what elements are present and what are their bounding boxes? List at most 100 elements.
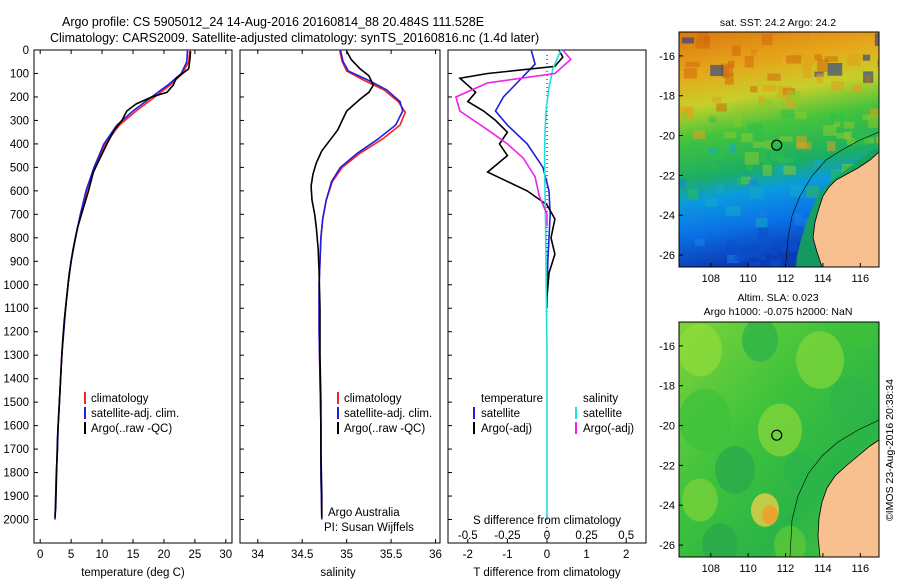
sst-texture-cell — [729, 143, 736, 153]
sst-texture-cell — [877, 58, 879, 67]
sst-texture-cell — [710, 64, 724, 77]
difference-x-axes: -2 -1 0 1 2 -0.5 -0.25 0 0.25 0.5 — [458, 530, 634, 561]
sst-texture-cell — [724, 132, 737, 139]
sst-texture-cell — [877, 132, 879, 145]
sst-texture-cell — [681, 112, 688, 125]
difference-t-tick-label: -2 — [463, 549, 473, 561]
sst-texture-cell — [786, 55, 802, 64]
difference-t-tick-label: -1 — [502, 549, 512, 561]
sla-map-lat-label: -24 — [659, 500, 675, 512]
sst-texture-cell — [762, 165, 772, 176]
depth-tick-label: 400 — [10, 139, 29, 151]
sst-texture-cell — [831, 81, 845, 91]
sst-texture-cell — [786, 97, 795, 109]
temperature-tick-label: 0 — [37, 549, 43, 561]
sst-texture-cell — [794, 213, 803, 226]
sst-texture-cell — [787, 90, 800, 100]
sst-texture-cell — [749, 186, 764, 199]
sst-texture-cell — [802, 55, 814, 66]
difference-panel: -2 -1 0 1 2 -0.5 -0.25 0 0.25 0.5 S difference fr… — [447, 49, 647, 579]
sst-texture-cell — [817, 59, 829, 73]
sst-texture-cell — [710, 163, 719, 170]
difference-t-tick-label: 1 — [583, 549, 589, 561]
sst-texture-cell — [862, 54, 871, 61]
sst-texture-cell — [778, 157, 794, 163]
argo-position-marker — [771, 139, 783, 151]
sst-texture-cell — [752, 141, 766, 148]
temperature-tick-label: 10 — [96, 549, 109, 561]
sst-texture-cell — [765, 140, 773, 150]
sst-texture-cell — [716, 103, 727, 112]
sst-texture-cell — [750, 86, 758, 93]
salinity-difference-xlabel: S difference from climatology — [473, 515, 621, 527]
sst-texture-cell — [737, 255, 745, 263]
difference-legend: temperature salinity satellite Argo(-adj… — [473, 393, 634, 435]
sst-texture-cell — [755, 217, 768, 228]
sst-map-lon-label: 110 — [739, 273, 757, 285]
sst-texture-cell — [876, 144, 879, 151]
sst-texture-cell — [843, 131, 853, 140]
sst-texture-cell — [827, 141, 836, 152]
depth-tick-label: 1900 — [3, 491, 29, 503]
depth-tick-label: 1800 — [3, 468, 29, 480]
sst-texture-cell — [755, 52, 772, 64]
sst-texture-cell — [689, 140, 699, 148]
legend-label-climatology: climatology — [91, 393, 149, 405]
sst-texture-cell — [741, 133, 753, 143]
difference-s-tick-label: 0.25 — [575, 530, 597, 542]
sla-texture-blob — [679, 388, 731, 452]
sla-map-lon-label: 110 — [739, 563, 757, 575]
sla-map-frame — [678, 321, 880, 558]
sst-texture-cell — [684, 148, 697, 154]
depth-tick-label: 2000 — [3, 515, 29, 527]
sla-texture-blob — [715, 446, 755, 494]
temperature-panel: 0100200300400500600700800900100011001200… — [3, 45, 452, 579]
sst-map-lon-label: 116 — [852, 273, 870, 285]
sst-texture-cell — [746, 162, 754, 171]
series-line-satellite — [543, 49, 562, 520]
sla-map-lat-label: -26 — [659, 540, 675, 552]
sst-texture-cell — [697, 32, 709, 38]
sst-texture-cell — [747, 123, 763, 136]
series-line-argo-adj- — [454, 49, 572, 227]
sst-texture-cell — [836, 132, 850, 139]
legend-label-t-satellite: satellite — [481, 408, 520, 420]
annotation-pi: PI: Susan Wijffels — [324, 522, 414, 534]
sst-map-lat-label: -20 — [659, 131, 675, 143]
depth-tick-label: 0 — [23, 45, 29, 57]
legend-label-satellite: satellite-adj. clim. — [344, 408, 432, 420]
sla-texture-blob — [742, 322, 778, 362]
sst-texture-cell — [695, 36, 710, 49]
depth-tick-label: 600 — [10, 186, 29, 198]
sst-texture-cell — [781, 109, 795, 119]
sst-texture-cell — [864, 75, 872, 84]
sst-texture-cell — [726, 245, 734, 255]
sst-texture-cell — [762, 161, 772, 168]
sst-map-lat-label: -24 — [659, 210, 675, 222]
temperature-legend: climatology satellite-adj. clim. Argo(..… — [84, 392, 179, 435]
sst-texture-cell — [814, 54, 822, 61]
argo-position-marker — [771, 429, 783, 441]
sla-texture-blob — [758, 403, 802, 457]
sst-texture-cell — [796, 135, 807, 148]
depth-tick-label: 900 — [10, 256, 29, 268]
sla-map-lat-label: -16 — [659, 341, 675, 353]
depth-tick-label: 1300 — [3, 350, 29, 362]
sst-texture-cell — [802, 65, 812, 79]
sst-texture-cell — [692, 130, 706, 139]
sla-map-subtitle: Argo h1000: -0.075 h2000: NaN — [704, 306, 853, 318]
sla-texture-blob — [762, 505, 778, 525]
sst-texture-cell — [731, 45, 741, 56]
sst-texture-cell — [762, 84, 776, 92]
sst-texture-cell — [737, 177, 748, 185]
sst-texture-cell — [749, 51, 759, 58]
sst-texture-cell — [789, 243, 798, 252]
sst-texture-cell — [823, 125, 837, 136]
temperature-tick-label: 25 — [188, 549, 201, 561]
sla-map-lat-label: -20 — [659, 421, 675, 433]
series-line-argo-raw-qc- — [54, 51, 192, 518]
temperature-tick-label: 5 — [68, 549, 74, 561]
sst-texture-cell — [843, 121, 855, 129]
series-line-climatology — [318, 49, 407, 520]
